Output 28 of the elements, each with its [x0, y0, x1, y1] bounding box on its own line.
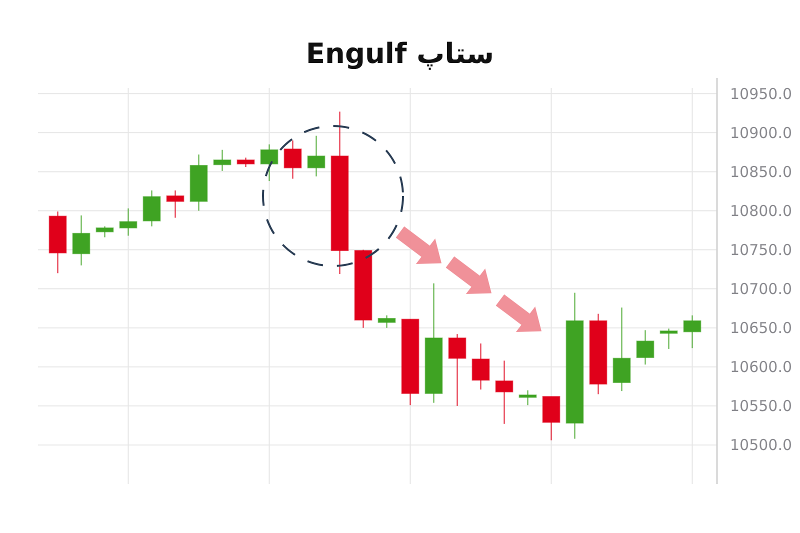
- y-tick-label: 10550.0: [730, 397, 792, 416]
- y-tick-label: 10750.0: [730, 241, 792, 260]
- candlestick: [472, 342, 490, 390]
- candlestick: [448, 333, 466, 407]
- candlestick: [236, 157, 255, 168]
- candlestick: [495, 360, 514, 424]
- candlestick: [96, 226, 114, 238]
- candlestick: [284, 140, 302, 180]
- y-tick-label: 10900.0: [730, 124, 792, 142]
- y-tick-label: 10950.0: [730, 84, 792, 103]
- y-tick-label: 10600.0: [730, 358, 792, 376]
- y-tick-label: 10650.0: [730, 319, 792, 338]
- candlestick: [166, 190, 184, 218]
- candlestick: [72, 214, 90, 266]
- y-tick-label: 10850.0: [730, 162, 792, 181]
- candlestick: [660, 328, 678, 350]
- candlestick: [683, 314, 702, 349]
- candlestick: [636, 330, 654, 366]
- candlestick: [213, 149, 232, 172]
- y-tick-label: 10800.0: [730, 202, 792, 220]
- candlestick: [260, 144, 278, 182]
- candlestick: [307, 135, 326, 177]
- y-tick-label: 10500.0: [730, 436, 792, 454]
- candlestick: [119, 208, 138, 236]
- candlestick: [518, 390, 537, 406]
- candlestick: [378, 314, 396, 328]
- chart-title: ستاپ Engulf: [306, 37, 494, 70]
- y-tick-label: 10700.0: [730, 280, 792, 298]
